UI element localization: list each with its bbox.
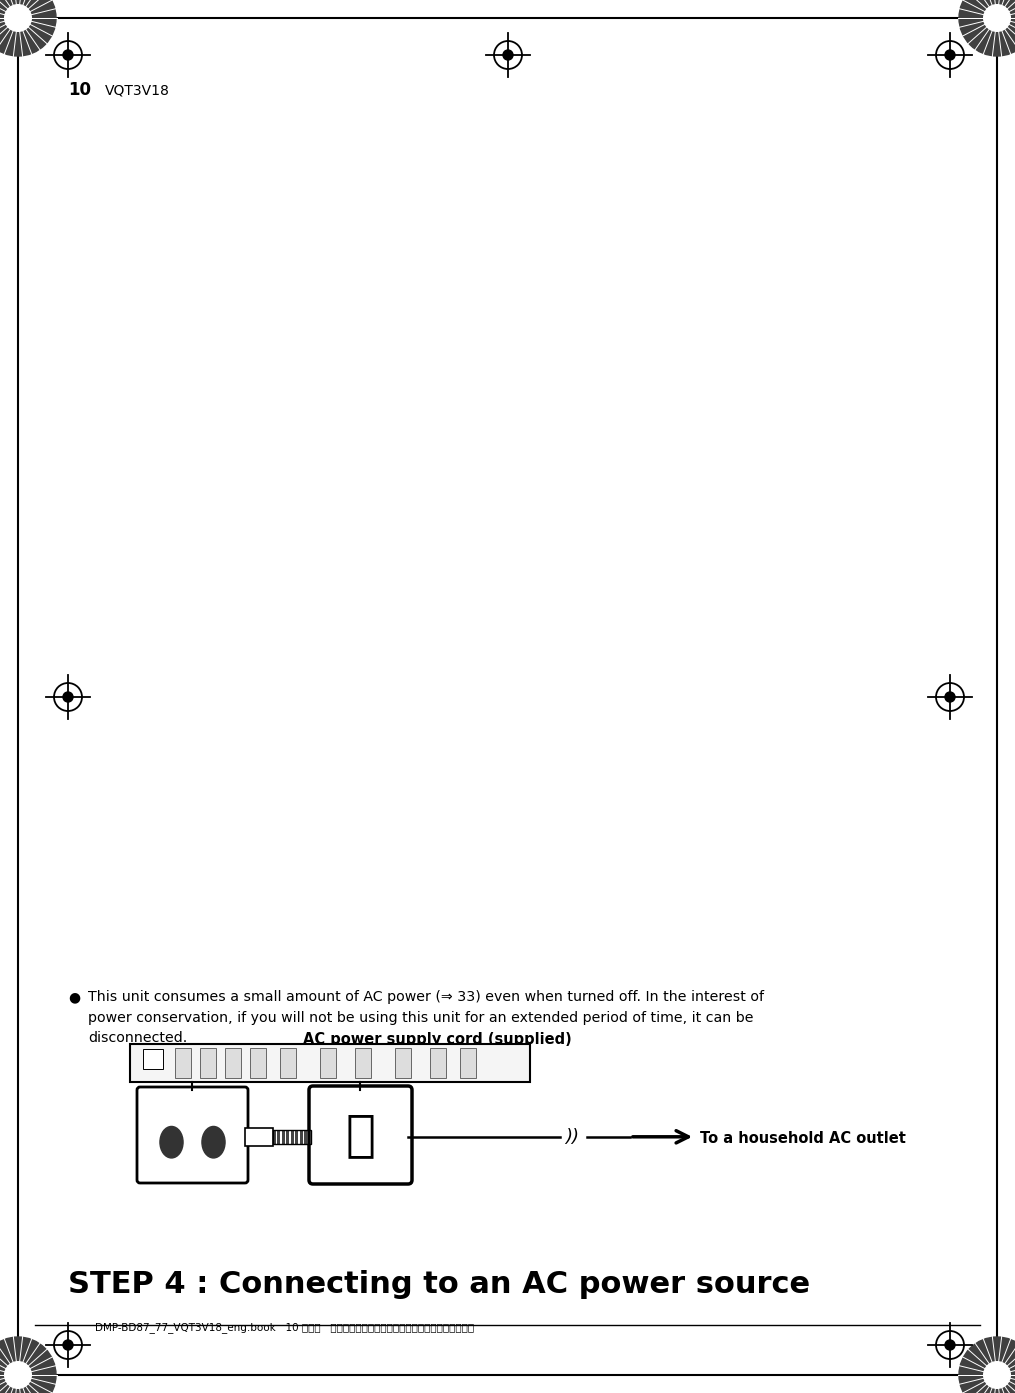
- Bar: [291, 1130, 294, 1144]
- FancyBboxPatch shape: [137, 1087, 248, 1183]
- Text: ●: ●: [68, 990, 80, 1004]
- Bar: [320, 1048, 336, 1078]
- Bar: [250, 1048, 266, 1078]
- Circle shape: [984, 1362, 1010, 1389]
- Text: DMP-BD87_77_VQT3V18_eng.book   10 ページ   ２０１１年１０月２４日　月曜日　午後２時４５分: DMP-BD87_77_VQT3V18_eng.book 10 ページ ２０１１…: [95, 1322, 474, 1333]
- Circle shape: [0, 0, 56, 56]
- Bar: [273, 1130, 311, 1144]
- Bar: [460, 1048, 476, 1078]
- Bar: [225, 1048, 241, 1078]
- Bar: [245, 1128, 273, 1146]
- Bar: [286, 1130, 289, 1144]
- Bar: [143, 1049, 163, 1068]
- Bar: [395, 1048, 411, 1078]
- Ellipse shape: [202, 1127, 225, 1158]
- Bar: [430, 1048, 446, 1078]
- Circle shape: [959, 0, 1015, 56]
- Circle shape: [959, 1337, 1015, 1393]
- Text: 10: 10: [68, 81, 91, 99]
- Bar: [277, 1130, 280, 1144]
- Bar: [300, 1130, 303, 1144]
- Circle shape: [503, 50, 513, 60]
- Text: )): )): [565, 1128, 579, 1146]
- Circle shape: [5, 1362, 31, 1389]
- Text: AC power supply cord (supplied): AC power supply cord (supplied): [303, 1032, 571, 1048]
- Circle shape: [945, 692, 955, 702]
- Circle shape: [0, 1337, 56, 1393]
- Bar: [273, 1130, 276, 1144]
- Bar: [304, 1130, 308, 1144]
- Ellipse shape: [160, 1127, 183, 1158]
- Bar: [280, 1048, 296, 1078]
- Circle shape: [945, 1340, 955, 1350]
- Text: STEP 4 : Connecting to an AC power source: STEP 4 : Connecting to an AC power sourc…: [68, 1270, 810, 1300]
- Text: 仮: 仮: [345, 1112, 376, 1159]
- Bar: [175, 1048, 191, 1078]
- Circle shape: [63, 50, 73, 60]
- Circle shape: [945, 50, 955, 60]
- Bar: [295, 1130, 298, 1144]
- Circle shape: [984, 4, 1010, 31]
- Circle shape: [63, 1340, 73, 1350]
- Bar: [282, 1130, 285, 1144]
- Text: To a household AC outlet: To a household AC outlet: [700, 1131, 905, 1146]
- Bar: [200, 1048, 216, 1078]
- FancyBboxPatch shape: [309, 1087, 412, 1184]
- Bar: [355, 1048, 371, 1078]
- Bar: [130, 1043, 530, 1082]
- Text: AC IN∼: AC IN∼: [176, 1088, 210, 1098]
- Circle shape: [63, 692, 73, 702]
- Text: This unit consumes a small amount of AC power (⇒ 33) even when turned off. In th: This unit consumes a small amount of AC …: [88, 990, 764, 1045]
- Text: VQT3V18: VQT3V18: [105, 84, 170, 98]
- Circle shape: [5, 4, 31, 31]
